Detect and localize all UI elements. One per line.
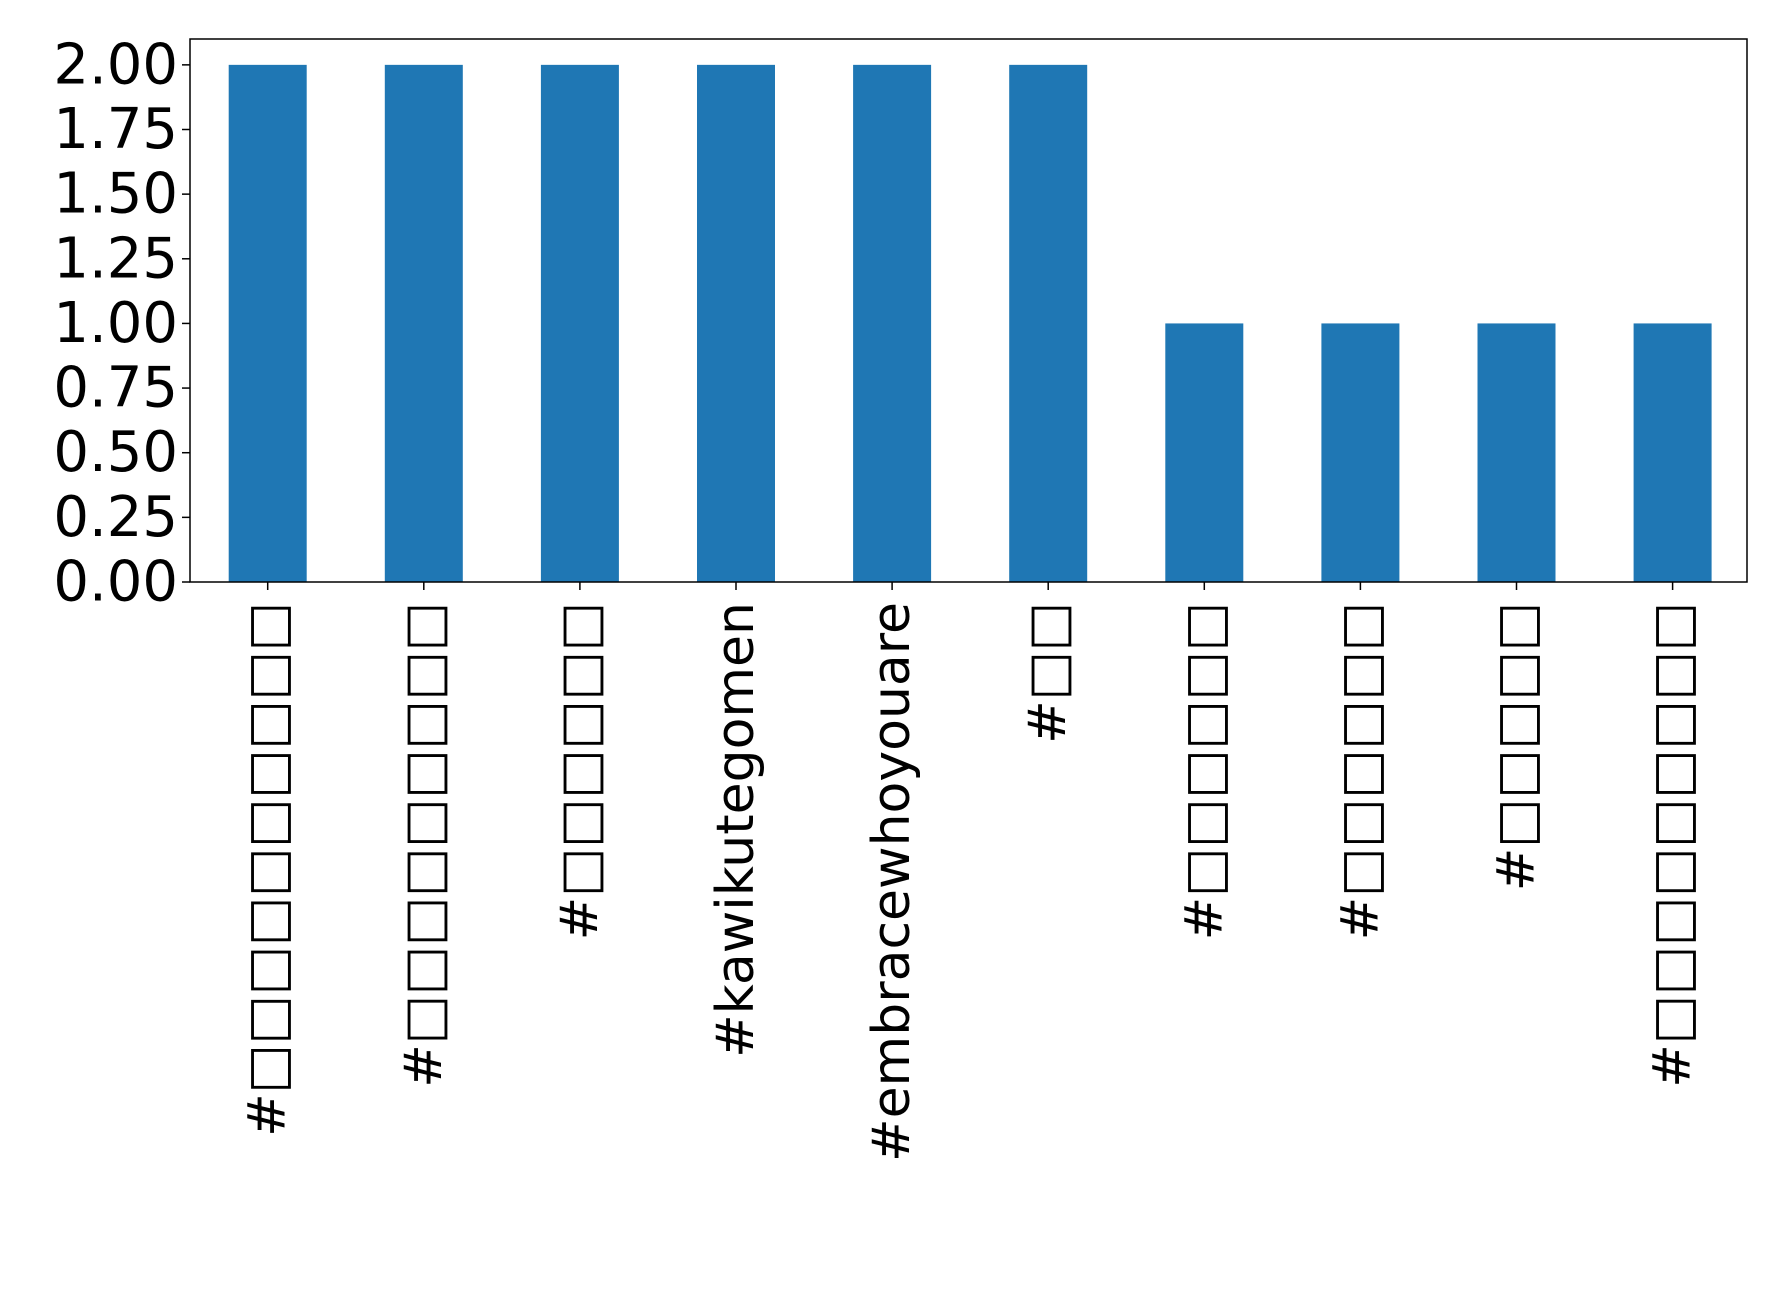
x-tick-label: #□□□□□□ [550,602,610,940]
bar-3 [697,64,775,583]
x-tick-label: #□□ [1018,602,1078,744]
bars-group [228,64,1712,583]
x-tick-label: #embracewhoyouare [862,602,922,1162]
x-tick-label: #□□□□□□ [1330,602,1390,940]
x-tick-label: #kawikutegomen [706,602,766,1058]
x-tick-label: #□□□□□□□□□ [394,602,454,1088]
y-tick-label: 0.50 [53,420,178,485]
y-tick-label: 1.00 [53,291,178,356]
bar-4 [853,64,932,583]
bar-2 [540,64,619,583]
x-axis-ticks: #□□□□□□□□□□ #□□□□□□□□□ #□□□□□□ #kawikutegom… [238,582,1703,1162]
y-tick-label: 0.25 [53,485,178,550]
bar-6 [1165,323,1244,582]
bar-7 [1321,323,1400,582]
y-tick-label: 2.00 [53,32,178,97]
bar-0 [228,64,307,583]
bar-5 [1009,64,1088,583]
bar-8 [1477,323,1556,582]
y-tick-label: 0.75 [53,356,178,421]
y-tick-label: 1.50 [53,162,178,227]
y-tick-label: 1.75 [53,97,178,162]
y-tick-label: 1.25 [53,226,178,291]
y-axis-ticks: 0.000.250.500.751.001.251.501.752.00 [53,32,190,615]
x-tick-label: #□□□□□ [1487,602,1547,891]
x-tick-label: #□□□□□□□□□ [1643,602,1703,1088]
x-tick-label: #□□□□□□ [1174,602,1234,940]
plot-frame [189,38,1748,583]
bar-9 [1633,323,1712,582]
y-tick-label: 0.00 [53,550,178,615]
bar-1 [384,64,463,583]
x-tick-label: #□□□□□□□□□□ [238,602,298,1137]
